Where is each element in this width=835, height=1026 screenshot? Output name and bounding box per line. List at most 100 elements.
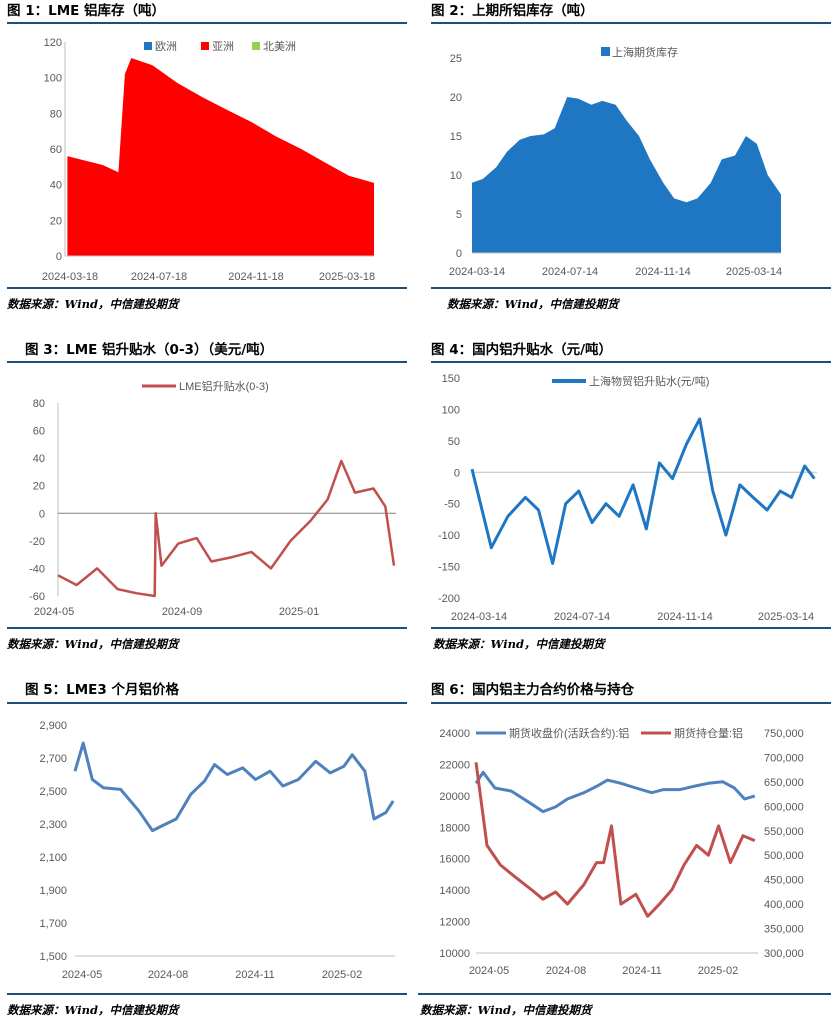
chart2-xtick-0: 2024-03-14 [449,266,505,278]
chart1-legend-swatch-2 [252,42,260,50]
chart2-legend-label: 上海期货库存 [612,45,678,59]
chart1-xtick-2: 2024-11-18 [228,271,283,283]
chart4-xtick-2: 2024-11-14 [657,611,712,623]
chart4-ytick-3: -50 [444,499,460,511]
chart1-ytick-4: 80 [50,108,62,120]
chart5-xtick-1: 2024-08 [148,969,188,981]
panel-2-bottom-rule [431,287,831,289]
chart6-ytick-right-9: 750,000 [764,728,804,740]
chart5-xtick-0: 2024-05 [62,969,102,981]
chart6-ytick-1: 12000 [439,917,470,929]
chart5-ytick-2: 1,900 [39,885,67,897]
chart1-xtick-3: 2025-03-18 [319,271,375,283]
chart3-ytick-1: -40 [29,563,45,575]
chart4-ytick-7: 150 [442,373,460,385]
chart3-ytick-5: 40 [33,453,45,465]
chart5-xtick-3: 2025-02 [322,969,362,981]
chart1-ytick-3: 60 [50,144,62,156]
panel-2-title: 图 2：上期所铝库存（吨） [431,3,594,19]
panel-5-top-rule [7,702,407,704]
chart6-ytick-3: 16000 [439,854,470,866]
chart6-ytick-right-4: 500,000 [764,850,804,862]
chart5-ytick-1: 1,700 [39,918,67,930]
panel-4-source: 数据来源：Wind，中信建投期货 [433,637,605,651]
chart3-legend-label: LME铝升贴水(0-3) [179,379,269,393]
chart4-ytick-0: -200 [438,593,460,605]
panel-5-bottom-rule [7,993,407,995]
chart2-ytick-5: 25 [450,53,462,65]
panel-6-source: 数据来源：Wind，中信建投期货 [420,1003,592,1017]
chart2-area-shfe [472,97,781,253]
chart6-ytick-right-0: 300,000 [764,948,804,960]
chart4-xtick-1: 2024-07-14 [554,611,610,623]
chart6-line-price [474,770,756,814]
chart6-line-open-interest [474,762,756,918]
panel-6-title: 图 6：国内铝主力合约价格与持仓 [431,682,635,698]
chart6-ytick-5: 20000 [439,791,470,803]
panel-3-bottom-rule [7,627,407,629]
chart4-xtick-0: 2024-03-14 [451,611,507,623]
chart1-legend-swatch-1 [201,42,209,50]
chart4-line-spread [470,417,816,565]
chart2-xtick-3: 2025-03-14 [726,266,782,278]
chart1-legend-swatch-0 [144,42,152,50]
chart2-ytick-0: 0 [456,248,462,260]
chart1-xtick-0: 2024-03-18 [42,271,98,283]
chart6-ytick-right-2: 400,000 [764,899,804,911]
panel-5-source: 数据来源：Wind，中信建投期货 [7,1003,179,1017]
chart3-xtick-2: 2025-01 [279,606,319,618]
chart6-xtick-3: 2025-02 [698,965,738,977]
panel-2-source: 数据来源：Wind，中信建投期货 [447,297,619,311]
chart4-ytick-5: 50 [448,436,460,448]
chart1-ytick-5: 100 [44,73,62,85]
chart6-legend-label-0: 期货收盘价(活跃合约):铝 [509,726,629,740]
chart4-ytick-6: 100 [442,404,460,416]
chart2-ytick-3: 15 [450,131,462,143]
chart5-ytick-6: 2,700 [39,753,67,765]
chart5-ytick-7: 2,900 [39,720,67,732]
chart6-xtick-0: 2024-05 [469,965,509,977]
chart4-ytick-1: -150 [438,562,460,574]
chart3-ytick-7: 80 [33,398,45,410]
chart6-ytick-right-3: 450,000 [764,875,804,887]
chart5-ytick-0: 1,500 [39,951,67,963]
chart4-legend-label: 上海物贸铝升贴水(元/吨) [589,374,709,388]
panel-1-title: 图 1：LME 铝库存（吨） [7,3,166,19]
chart5-xtick-2: 2024-11 [235,969,275,981]
chart5-ytick-4: 2,300 [39,819,67,831]
chart3-ytick-2: -20 [29,536,45,548]
chart6-xtick-1: 2024-08 [546,965,586,977]
panel-3-title: 图 3：LME 铝升贴水（0-3）（美元/吨） [25,342,274,358]
chart3-xtick-0: 2024-05 [34,606,74,618]
panel-1-top-rule [7,22,407,24]
panel-2-top-rule [431,22,831,24]
chart2-ytick-2: 10 [450,170,462,182]
chart2-ytick-4: 20 [450,92,462,104]
chart6-ytick-right-5: 550,000 [764,826,804,838]
chart1-ytick-6: 120 [44,37,62,49]
chart6-ytick-right-1: 350,000 [764,924,804,936]
chart1-area-asia [67,58,375,256]
chart1-legend-label-2: 北美洲 [263,40,296,53]
chart3-ytick-3: 0 [39,508,45,520]
panel-4-bottom-rule [431,627,831,629]
chart1-ytick-2: 40 [50,180,62,192]
chart6-ytick-4: 18000 [439,822,470,834]
chart6-ytick-6: 22000 [439,759,470,771]
chart1-ytick-0: 0 [56,251,62,263]
chart4-xtick-3: 2025-03-14 [758,611,814,623]
panel-1-source: 数据来源：Wind，中信建投期货 [7,297,179,311]
chart6-ytick-7: 24000 [439,728,470,740]
chart1-xtick-1: 2024-07-18 [131,271,187,283]
chart3-ytick-6: 60 [33,426,45,438]
panel-6-bottom-rule [418,993,831,995]
chart6-xtick-2: 2024-11 [622,965,662,977]
chart2-ytick-1: 5 [456,209,462,221]
chart5-ytick-3: 2,100 [39,852,67,864]
chart4-ytick-4: 0 [454,467,460,479]
chart2-xtick-2: 2024-11-14 [635,266,690,278]
chart3-ytick-0: -60 [29,591,45,603]
panel-3-top-rule [7,361,407,363]
chart6-ytick-right-7: 650,000 [764,777,804,789]
